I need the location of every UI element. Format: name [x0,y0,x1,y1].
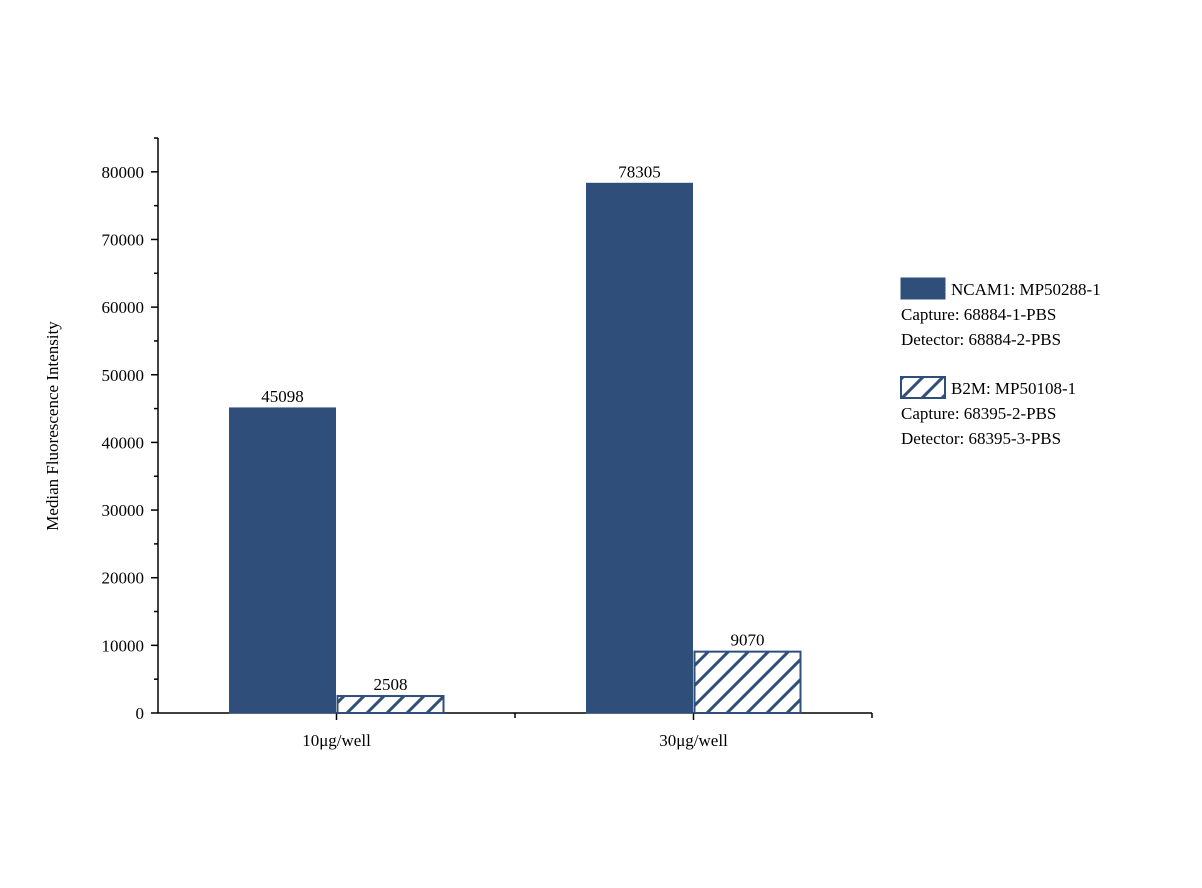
y-tick-label: 10000 [102,636,145,655]
y-tick-label: 50000 [102,366,145,385]
y-tick-label: 80000 [102,163,145,182]
y-axis-title: Median Fluorescence Intensity [43,321,62,531]
legend-swatch [900,277,946,300]
legend-series-name: NCAM1: MP50288-1 [951,280,1101,299]
legend-detail-line: Detector: 68395-3-PBS [901,429,1061,448]
x-axis: 10μg/well 30μg/well [158,712,873,750]
y-tick-label: 30000 [102,501,145,520]
legend-swatch [900,376,946,399]
ncam1-bar [229,407,336,714]
y-tick-label: 60000 [102,298,145,317]
bars [229,182,802,714]
legend-series-name: B2M: MP50108-1 [951,379,1076,398]
legend-detail-line: Detector: 68884-2-PBS [901,330,1061,349]
bar-value-label: 78305 [618,162,661,181]
bar-value-label: 2508 [374,675,408,694]
y-tick-label: 20000 [102,569,145,588]
x-tick-label: 30μg/well [659,731,728,750]
b2m-bar [693,650,802,714]
data-labels: 45098 78305 2508 9070 [261,162,764,694]
bar-value-label: 9070 [731,631,765,650]
bar-value-label: 45098 [261,387,304,406]
legend-detail-line: Capture: 68884-1-PBS [901,305,1056,324]
y-tick-label: 0 [136,704,145,723]
ncam1-bar [586,182,693,714]
b2m-bar [336,695,445,714]
x-tick-label: 10μg/well [302,731,371,750]
y-axis: 0 10000 20000 30000 40000 50000 60000 70000 8000… [102,137,159,723]
y-tick-label: 40000 [102,433,145,452]
y-tick-label: 70000 [102,230,145,249]
legend: NCAM1: MP50288-1 Capture: 68884-1-PBS Dete… [900,277,1101,448]
legend-detail-line: Capture: 68395-2-PBS [901,404,1056,423]
